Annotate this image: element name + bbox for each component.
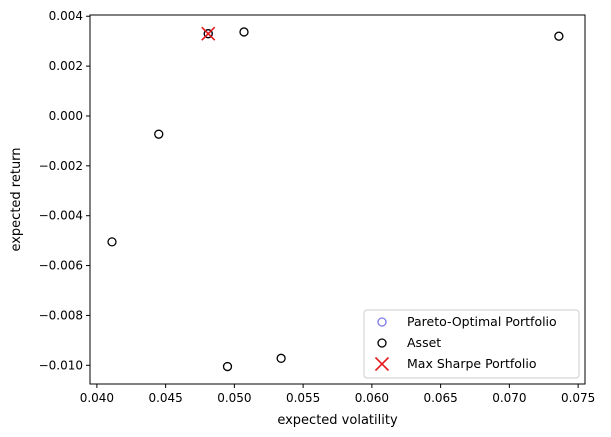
asset-point [154,129,164,139]
y-tick-label: −0.002 [39,159,83,173]
data-points [107,26,564,372]
x-tick-label: 0.045 [148,391,182,405]
asset-point [554,31,564,41]
asset-point [239,27,249,37]
legend-label: Asset [407,335,441,350]
asset-point [203,29,213,39]
x-tick-label: 0.070 [492,391,526,405]
asset-point [107,237,117,247]
x-tick-label: 0.060 [355,391,389,405]
x-tick-label: 0.075 [561,391,595,405]
legend-marker [377,317,387,327]
y-tick-label: −0.004 [39,209,83,223]
y-tick-label: 0.000 [49,109,83,123]
x-tick-label: 0.040 [80,391,114,405]
asset-point [276,353,286,363]
y-axis-label: expected return [9,147,24,251]
plot-frame [89,14,586,385]
x-tick-label: 0.055 [286,391,320,405]
legend-marker [377,338,387,348]
max-sharpe-portfolio-point [201,26,216,41]
y-axis-ticks: 0.004 0.002 0.000 −0.002 −0.004 −0.006 −0.008 −… [39,9,90,372]
legend: Pareto-Optimal Portfolio Asset Max Sharpe … [363,309,580,379]
y-tick-label: −0.006 [39,259,83,273]
legend-box [363,309,580,379]
y-tick-label: 0.004 [49,9,83,23]
x-axis-label: expected volatility [277,413,398,428]
y-tick-label: 0.002 [49,59,83,73]
asset-point [222,361,233,372]
x-tick-label: 0.065 [423,391,457,405]
legend-marker [374,356,390,372]
x-axis-ticks: 0.040 0.045 0.050 0.055 0.060 0.065 0.070 0.075 [80,384,595,405]
x-tick-label: 0.050 [217,391,251,405]
y-tick-label: −0.008 [39,308,83,322]
legend-label: Max Sharpe Portfolio [407,356,537,371]
y-tick-label: −0.010 [39,358,83,372]
legend-label: Pareto-Optimal Portfolio [407,314,557,329]
